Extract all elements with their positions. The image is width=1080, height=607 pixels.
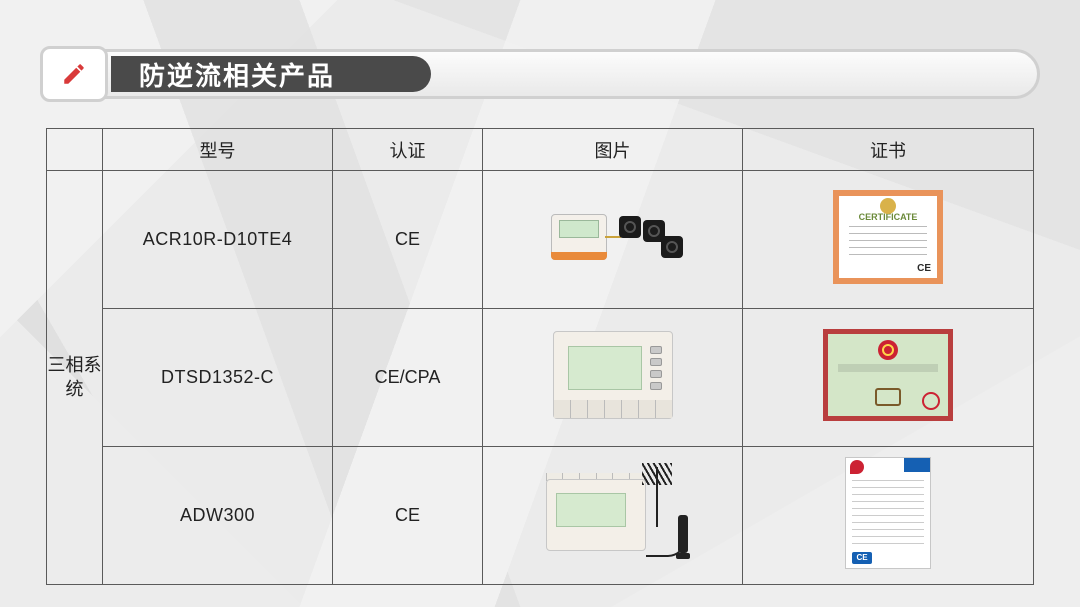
cell-certificate [743,309,1034,447]
device-dtsd1352-icon [553,331,673,419]
cell-image [483,447,743,585]
edit-icon [40,46,108,102]
cert-cpa-green-icon [823,329,953,421]
title-pill: 防逆流相关产品 [102,49,1040,99]
products-table: 型号 认证 图片 证书 三相系统 ACR10R-D10TE4 CE [46,128,1034,585]
device-adw300-icon [528,463,698,563]
page-title: 防逆流相关产品 [111,56,431,92]
cert-ce-orange-icon: CE [833,190,943,284]
col-model: 型号 [103,129,333,171]
row-group-label: 三相系统 [47,171,103,585]
cert-tuv-white-icon: CE [845,457,931,569]
col-image: 图片 [483,129,743,171]
table-row: DTSD1352-C CE/CPA [47,309,1034,447]
col-rowgroup [47,129,103,171]
table-row: ADW300 CE CE [47,447,1034,585]
cell-model: DTSD1352-C [103,309,333,447]
cell-image [483,309,743,447]
table-row: 三相系统 ACR10R-D10TE4 CE CE [47,171,1034,309]
cell-cert: CE [333,171,483,309]
device-acr10r-icon [543,202,683,272]
cell-image [483,171,743,309]
col-cert: 认证 [333,129,483,171]
cell-cert: CE [333,447,483,585]
cell-model: ADW300 [103,447,333,585]
cell-certificate: CE [743,447,1034,585]
col-doc: 证书 [743,129,1034,171]
cell-model: ACR10R-D10TE4 [103,171,333,309]
table-header-row: 型号 认证 图片 证书 [47,129,1034,171]
cell-cert: CE/CPA [333,309,483,447]
cell-certificate: CE [743,171,1034,309]
page-header: 防逆流相关产品 [40,46,1040,102]
